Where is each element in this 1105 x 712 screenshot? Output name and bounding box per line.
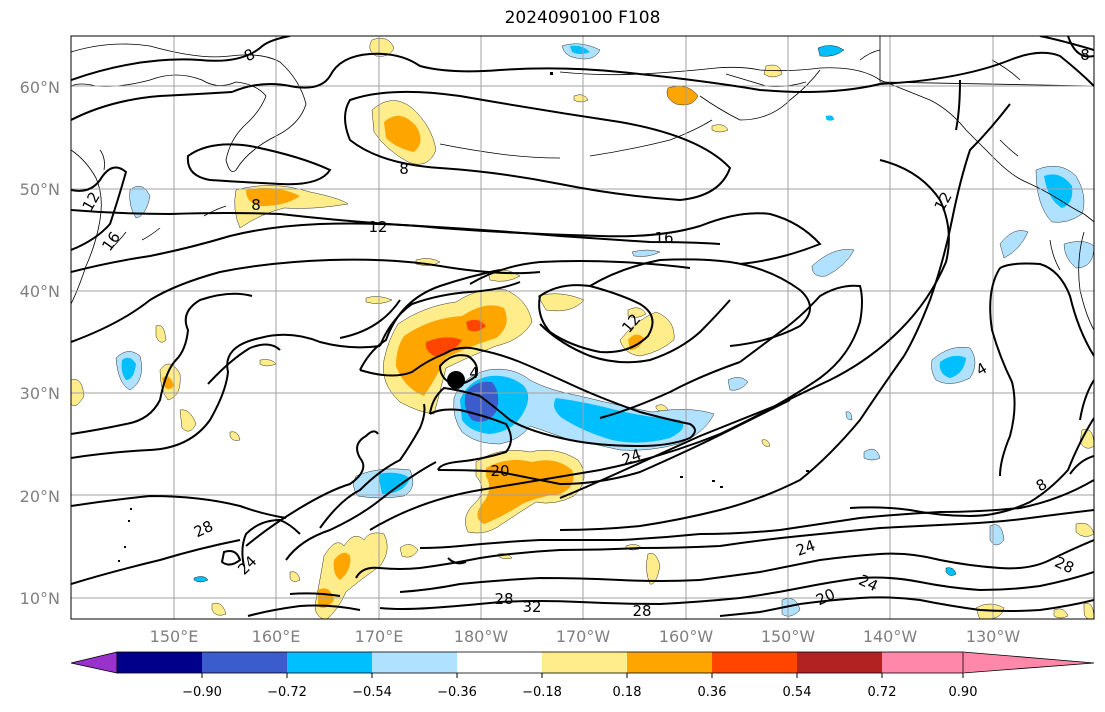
colorbar-segment — [457, 652, 543, 673]
colorbar-segment — [797, 652, 883, 673]
colorbar-segment — [287, 652, 373, 673]
gridlines — [71, 36, 1094, 619]
lon-label: 160°E — [252, 627, 301, 646]
lat-label: 60°N — [20, 78, 60, 97]
latitude-labels: 10°N 20°N 30°N 40°N 50°N 60°N — [20, 78, 60, 608]
colorbar-label: 0.90 — [949, 685, 978, 700]
colorbar-label: −0.18 — [522, 685, 562, 700]
colorbar-label: −0.90 — [182, 685, 222, 700]
colorbar-segment — [117, 652, 203, 673]
colorbar-label: 0.54 — [783, 685, 812, 700]
colorbar-label: 0.36 — [698, 685, 727, 700]
lon-label: 130°W — [966, 627, 1021, 646]
plot-title: 2024090100 F108 — [504, 8, 661, 28]
longitude-labels: 150°E 160°E 170°E 180°W 170°W 160°W 150°… — [150, 627, 1021, 646]
map-frame — [70, 35, 1095, 620]
lat-label: 30°N — [20, 384, 60, 403]
lat-label: 10°N — [20, 589, 60, 608]
colorbar-segment — [202, 652, 288, 673]
colorbar-segment — [542, 652, 628, 673]
contour-label: 8 — [251, 196, 261, 214]
colorbar-segment — [372, 652, 458, 673]
colorbar-label: 0.72 — [868, 685, 897, 700]
lon-label: 160°W — [659, 627, 714, 646]
colorbar-label: 0.18 — [613, 685, 642, 700]
contour-label: 28 — [632, 602, 651, 620]
colorbar-label: −0.72 — [267, 685, 307, 700]
colorbar-outline — [116, 651, 964, 674]
lon-label: 180°W — [454, 627, 509, 646]
contour-label: 12 — [368, 218, 387, 236]
colorbar-label: −0.36 — [437, 685, 477, 700]
colorbar-extend-right — [962, 651, 1095, 674]
lat-label: 40°N — [20, 282, 60, 301]
contour-label: 28 — [494, 590, 513, 608]
colorbar-segment — [627, 652, 713, 673]
lon-label: 170°W — [556, 627, 611, 646]
colorbar-segment — [712, 652, 798, 673]
colorbar: −0.90 −0.72 −0.54 −0.36 −0.18 0.18 0.36 … — [70, 651, 1095, 700]
lon-label: 150°W — [761, 627, 816, 646]
lat-label: 50°N — [20, 180, 60, 199]
contour-label: 20 — [490, 462, 509, 480]
contour-label: 16 — [654, 229, 673, 247]
contour-label: 24 — [620, 445, 644, 468]
contour-label: 24 — [794, 536, 818, 559]
islands — [118, 72, 809, 562]
colorbar-label: −0.54 — [352, 685, 392, 700]
contour-lines — [71, 36, 1094, 617]
lon-label: 170°E — [355, 627, 404, 646]
colorbar-labels: −0.90 −0.72 −0.54 −0.36 −0.18 0.18 0.36 … — [182, 685, 977, 700]
storm-center-marker — [447, 371, 465, 389]
positive-anomaly-shading — [71, 38, 1094, 619]
contour-label: 8 — [1080, 46, 1090, 64]
colorbar-ticks — [201, 673, 964, 678]
lat-label: 20°N — [20, 487, 60, 506]
contour-label: 8 — [399, 160, 409, 178]
colorbar-segment — [882, 652, 964, 673]
map-area: 8 8 8 8 8 12 12 12 12 16 16 4 4 20 20 24… — [71, 36, 1094, 620]
lon-label: 150°E — [150, 627, 199, 646]
negative-anomaly-shading — [115, 43, 1094, 617]
contour-label: 4 — [469, 364, 479, 382]
lon-label: 140°W — [863, 627, 918, 646]
contour-label: 32 — [522, 598, 541, 616]
colorbar-extend-left — [70, 651, 118, 674]
